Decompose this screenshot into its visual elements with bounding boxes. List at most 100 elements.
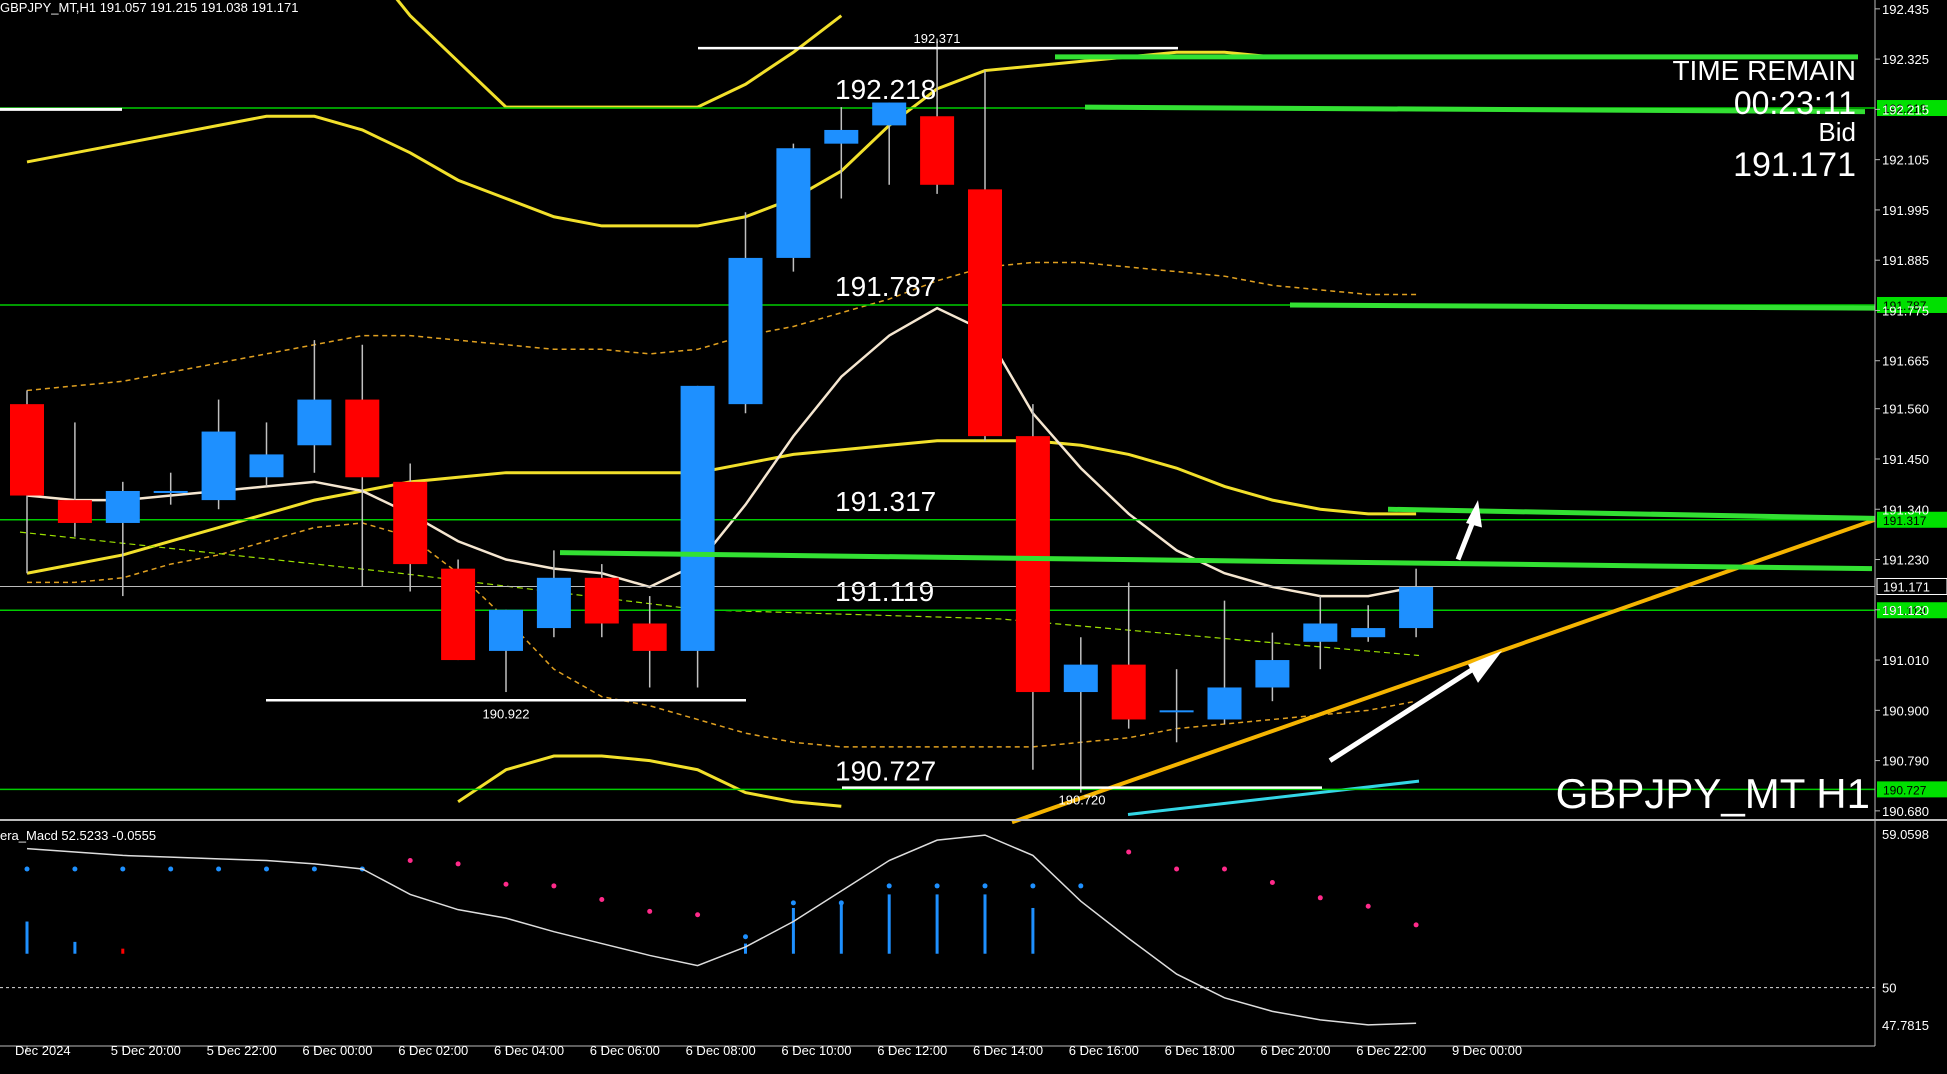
candle-body <box>536 577 571 629</box>
bid-value: 191.171 <box>1733 146 1856 184</box>
candle-body <box>1351 628 1386 638</box>
up-arrow-head <box>1466 500 1482 528</box>
macd-signal-dot <box>1365 903 1371 909</box>
level-price-tag <box>1877 602 1947 619</box>
macd-line <box>26 834 1417 1026</box>
candle-body <box>153 490 188 493</box>
candle-body <box>57 500 92 523</box>
lower-band-line <box>26 439 1417 575</box>
price-tick-label: 191.340 <box>1882 502 1929 517</box>
macd-signal-dot <box>551 883 557 889</box>
macd-signal-dot <box>1126 849 1132 855</box>
macd-header: era_Macd 52.5233 -0.0555 <box>0 828 156 843</box>
lower-band-dashed <box>27 522 1417 748</box>
candle-body <box>489 609 523 651</box>
level-price-tag <box>1877 296 1947 313</box>
symbol-header: GBPJPY_MT,H1 191.057 191.215 191.038 191… <box>0 0 299 15</box>
macd-signal-dot <box>1222 866 1227 872</box>
candle-body <box>584 577 619 624</box>
price-tick-label: 191.450 <box>1882 452 1929 467</box>
bid-price-tag-text: 191.171 <box>1883 579 1930 594</box>
macd-signal-dot <box>455 861 461 867</box>
time-tick-label: 6 Dec 10:00 <box>781 1043 851 1058</box>
macd-tick-label: 59.0598 <box>1882 827 1929 842</box>
level-price-tag-text: 191.787 <box>1883 299 1927 313</box>
price-tick-label: 191.775 <box>1882 303 1929 318</box>
time-tick-label: 6 Dec 08:00 <box>686 1043 756 1058</box>
candle-body <box>920 116 955 185</box>
macd-signal-dot <box>1174 866 1180 872</box>
price-tick-label: 190.680 <box>1882 804 1929 819</box>
macd-signal-dot <box>1413 922 1419 928</box>
price-tick-label: 191.120 <box>1882 603 1929 618</box>
level-price-tag-text: 190.727 <box>1883 783 1927 797</box>
candle-body <box>1159 710 1194 713</box>
candle-body <box>1255 660 1290 688</box>
green-resistance-line <box>1084 104 1866 115</box>
macd-signal-dot <box>647 908 653 914</box>
time-tick-label: 6 Dec 16:00 <box>1069 1043 1139 1058</box>
right-arrow-shaft <box>1328 662 1482 763</box>
candle-body <box>441 568 476 661</box>
candle-body <box>105 490 140 523</box>
time-tick-label: 6 Dec 14:00 <box>973 1043 1043 1058</box>
level-label: 191.317 <box>835 486 936 517</box>
macd-signal-dot <box>934 883 940 889</box>
swing-high-label: 192.371 <box>914 31 961 46</box>
candle-body <box>1015 436 1050 693</box>
level-label: 191.119 <box>835 576 934 607</box>
outer-band-line <box>395 0 843 109</box>
macd-signal-dot <box>599 896 605 902</box>
price-tick-label: 191.010 <box>1882 653 1929 668</box>
time-tick-label: 5 Dec 20:00 <box>111 1043 181 1058</box>
macd-signal-dot <box>503 881 509 887</box>
candle-body <box>393 481 428 565</box>
price-tick-label: 190.790 <box>1882 754 1929 769</box>
time-remain-value: 00:23:11 <box>1734 85 1856 121</box>
time-tick-label: 5 Dec 22:00 <box>207 1043 277 1058</box>
time-tick-label: 6 Dec 12:00 <box>877 1043 947 1058</box>
macd-tick-label: 47.7815 <box>1882 1018 1929 1033</box>
time-tick-label: 6 Dec 02:00 <box>398 1043 468 1058</box>
time-tick-label: 6 Dec 20:00 <box>1260 1043 1330 1058</box>
ascending-trendline <box>1011 517 1876 825</box>
price-tick-label: 191.230 <box>1882 553 1929 568</box>
macd-signal-dot <box>790 900 796 906</box>
macd-tick-label: 50 <box>1882 981 1896 996</box>
candle-body <box>968 189 1002 437</box>
bid-price-tag <box>1876 577 1947 595</box>
time-remain-label: TIME REMAIN <box>1672 55 1856 86</box>
time-tick-label: 6 Dec 22:00 <box>1356 1043 1426 1058</box>
swing-low-label-2: 190.720 <box>1059 793 1106 808</box>
candle-body <box>10 404 44 496</box>
price-tick-label: 192.325 <box>1882 52 1929 67</box>
candle-body <box>776 148 811 258</box>
user-drawings: 192.371 190.922 190.720 <box>0 31 1876 825</box>
price-tick-label: 191.995 <box>1882 203 1929 218</box>
candle-body <box>1207 687 1242 720</box>
time-tick-label: 6 Dec 00:00 <box>302 1043 372 1058</box>
macd-signal-dot <box>216 866 222 872</box>
time-tick-label: 6 Dec 18:00 <box>1165 1043 1235 1058</box>
time-tick-label: 6 Dec 04:00 <box>494 1043 564 1058</box>
level-price-tag-text: 191.119 <box>1883 604 1926 618</box>
green-resistance-line <box>1289 302 1876 311</box>
candle-body <box>297 399 332 446</box>
macd-signal-dot <box>264 866 269 872</box>
price-tick-label: 191.560 <box>1882 402 1929 417</box>
candle-body <box>1399 586 1434 629</box>
macd-signal-dot <box>1078 883 1084 889</box>
candle-body <box>680 385 715 651</box>
level-label: 192.218 <box>835 74 936 105</box>
level-price-tag-text: 191.317 <box>1883 514 1927 528</box>
macd-signal-dot <box>838 900 844 906</box>
macd-signal-dot <box>886 883 892 889</box>
macd-signal-dot <box>695 912 701 918</box>
candle-body <box>345 399 380 478</box>
macd-signal-dot <box>24 866 30 872</box>
swing-low-label: 190.922 <box>483 706 530 721</box>
level-label: 190.727 <box>835 755 936 786</box>
